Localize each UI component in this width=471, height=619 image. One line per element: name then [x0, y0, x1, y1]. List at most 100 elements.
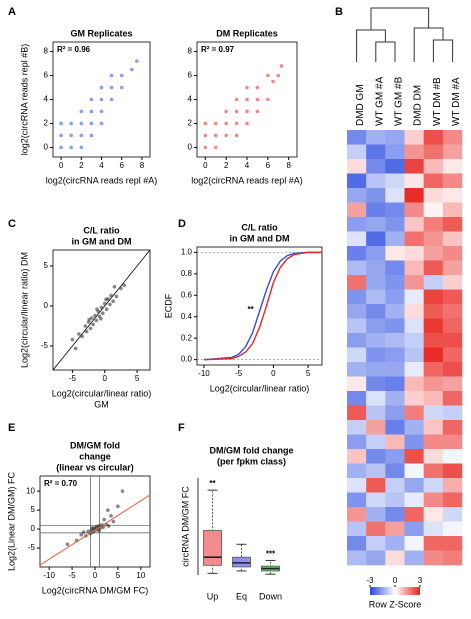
- point: [59, 121, 63, 126]
- heat-cell: [404, 492, 424, 508]
- heat-cell: [366, 304, 386, 319]
- heat-cell: [442, 449, 463, 464]
- heat-cell: [404, 159, 424, 174]
- point: [83, 324, 88, 328]
- significance: ***: [266, 550, 276, 559]
- heat-cell: [366, 521, 386, 537]
- heat-cell: [366, 347, 386, 363]
- x-tick-label: -5: [69, 571, 77, 580]
- heat-cell: [385, 144, 405, 160]
- point: [89, 109, 94, 114]
- heat-cell: [442, 159, 463, 174]
- dendrogram-branches: [356, 7, 454, 62]
- point: [203, 145, 208, 150]
- heat-cell: [404, 405, 424, 421]
- heat-cell: [385, 130, 405, 145]
- point: [101, 525, 106, 529]
- point: [65, 542, 70, 547]
- heat-cell: [442, 434, 463, 450]
- chart-title: C/L ratio: [241, 222, 278, 232]
- heat-cell: [404, 507, 424, 522]
- heat-cell: [442, 202, 463, 218]
- heat-cell: [347, 202, 367, 218]
- point: [234, 133, 239, 138]
- heat-cell: [442, 507, 463, 522]
- x-axis-label: Log2(circular/linear ratio): [52, 388, 152, 398]
- x-tick-label: 6: [119, 161, 124, 170]
- x-tick-label: Eq: [236, 591, 247, 601]
- x-tick-label: 5: [306, 369, 311, 378]
- heat-cell: [385, 376, 405, 392]
- point: [89, 133, 94, 138]
- point: [99, 97, 104, 102]
- heat-cell: [404, 449, 424, 464]
- point: [203, 121, 208, 126]
- heat-cell: [423, 550, 444, 566]
- heat-cell: [404, 202, 424, 218]
- heat-cell: [347, 376, 367, 392]
- y-axis-label: Log2(Linear DM/GM) FC: [6, 471, 16, 571]
- heat-cell: [442, 289, 463, 305]
- point: [119, 85, 124, 90]
- point: [102, 301, 107, 306]
- point: [224, 109, 228, 114]
- y-tick-label: 4: [188, 95, 193, 104]
- heat-cell: [385, 246, 405, 261]
- point: [109, 97, 114, 102]
- point: [234, 121, 239, 126]
- point: [108, 302, 112, 307]
- heat-cell: [366, 507, 386, 522]
- point: [234, 109, 239, 114]
- heat-cell: [423, 449, 444, 464]
- heat-cell: [423, 246, 444, 261]
- y-tick-label: 8: [44, 47, 49, 56]
- heat-cell: [385, 231, 405, 247]
- heat-cell: [347, 536, 367, 551]
- heat-cell: [347, 304, 367, 319]
- box: [203, 530, 222, 566]
- heat-cell: [404, 144, 424, 160]
- heat-cell: [423, 521, 444, 537]
- heat-cell: [423, 478, 444, 493]
- y-tick-label: -5: [41, 341, 49, 350]
- chart-title: DM Replicates: [216, 28, 278, 38]
- heat-cell: [347, 217, 367, 232]
- x-axis-label: GM: [94, 399, 109, 409]
- heat-cell: [347, 289, 367, 305]
- heat-cell: [442, 246, 463, 261]
- x-tick-label: 0: [59, 161, 64, 170]
- heat-cell: [442, 173, 463, 189]
- point: [90, 316, 94, 320]
- point: [87, 317, 92, 322]
- heat-cell: [442, 217, 463, 232]
- column-label: WT GM #A: [374, 76, 385, 126]
- heat-cell: [423, 333, 444, 348]
- point: [224, 133, 228, 138]
- heat-cell: [404, 231, 424, 247]
- heat-cell: [347, 420, 367, 435]
- heat-cell: [347, 159, 367, 174]
- point: [79, 532, 84, 537]
- heat-cell: [442, 405, 463, 421]
- heat-cell: [385, 217, 405, 232]
- annotation: **: [248, 305, 255, 314]
- point: [97, 528, 101, 533]
- point: [99, 305, 104, 310]
- heat-cell: [404, 173, 424, 189]
- heat-cell: [366, 231, 386, 247]
- heat-cell: [347, 434, 367, 450]
- heat-cell: [385, 260, 405, 276]
- heat-cell: [366, 463, 386, 479]
- heat-cell: [366, 217, 386, 232]
- point: [245, 97, 249, 102]
- heat-cell: [423, 376, 444, 392]
- chart-title: DM/GM fold: [70, 440, 120, 450]
- y-tick-label: 0: [188, 143, 193, 152]
- heat-cell: [385, 420, 405, 435]
- heat-cell: [366, 144, 386, 160]
- point: [266, 73, 270, 78]
- colorbar: [370, 587, 420, 595]
- heat-cell: [366, 478, 386, 493]
- heat-cell: [385, 347, 405, 363]
- annotation: R² = 0.97: [201, 45, 235, 54]
